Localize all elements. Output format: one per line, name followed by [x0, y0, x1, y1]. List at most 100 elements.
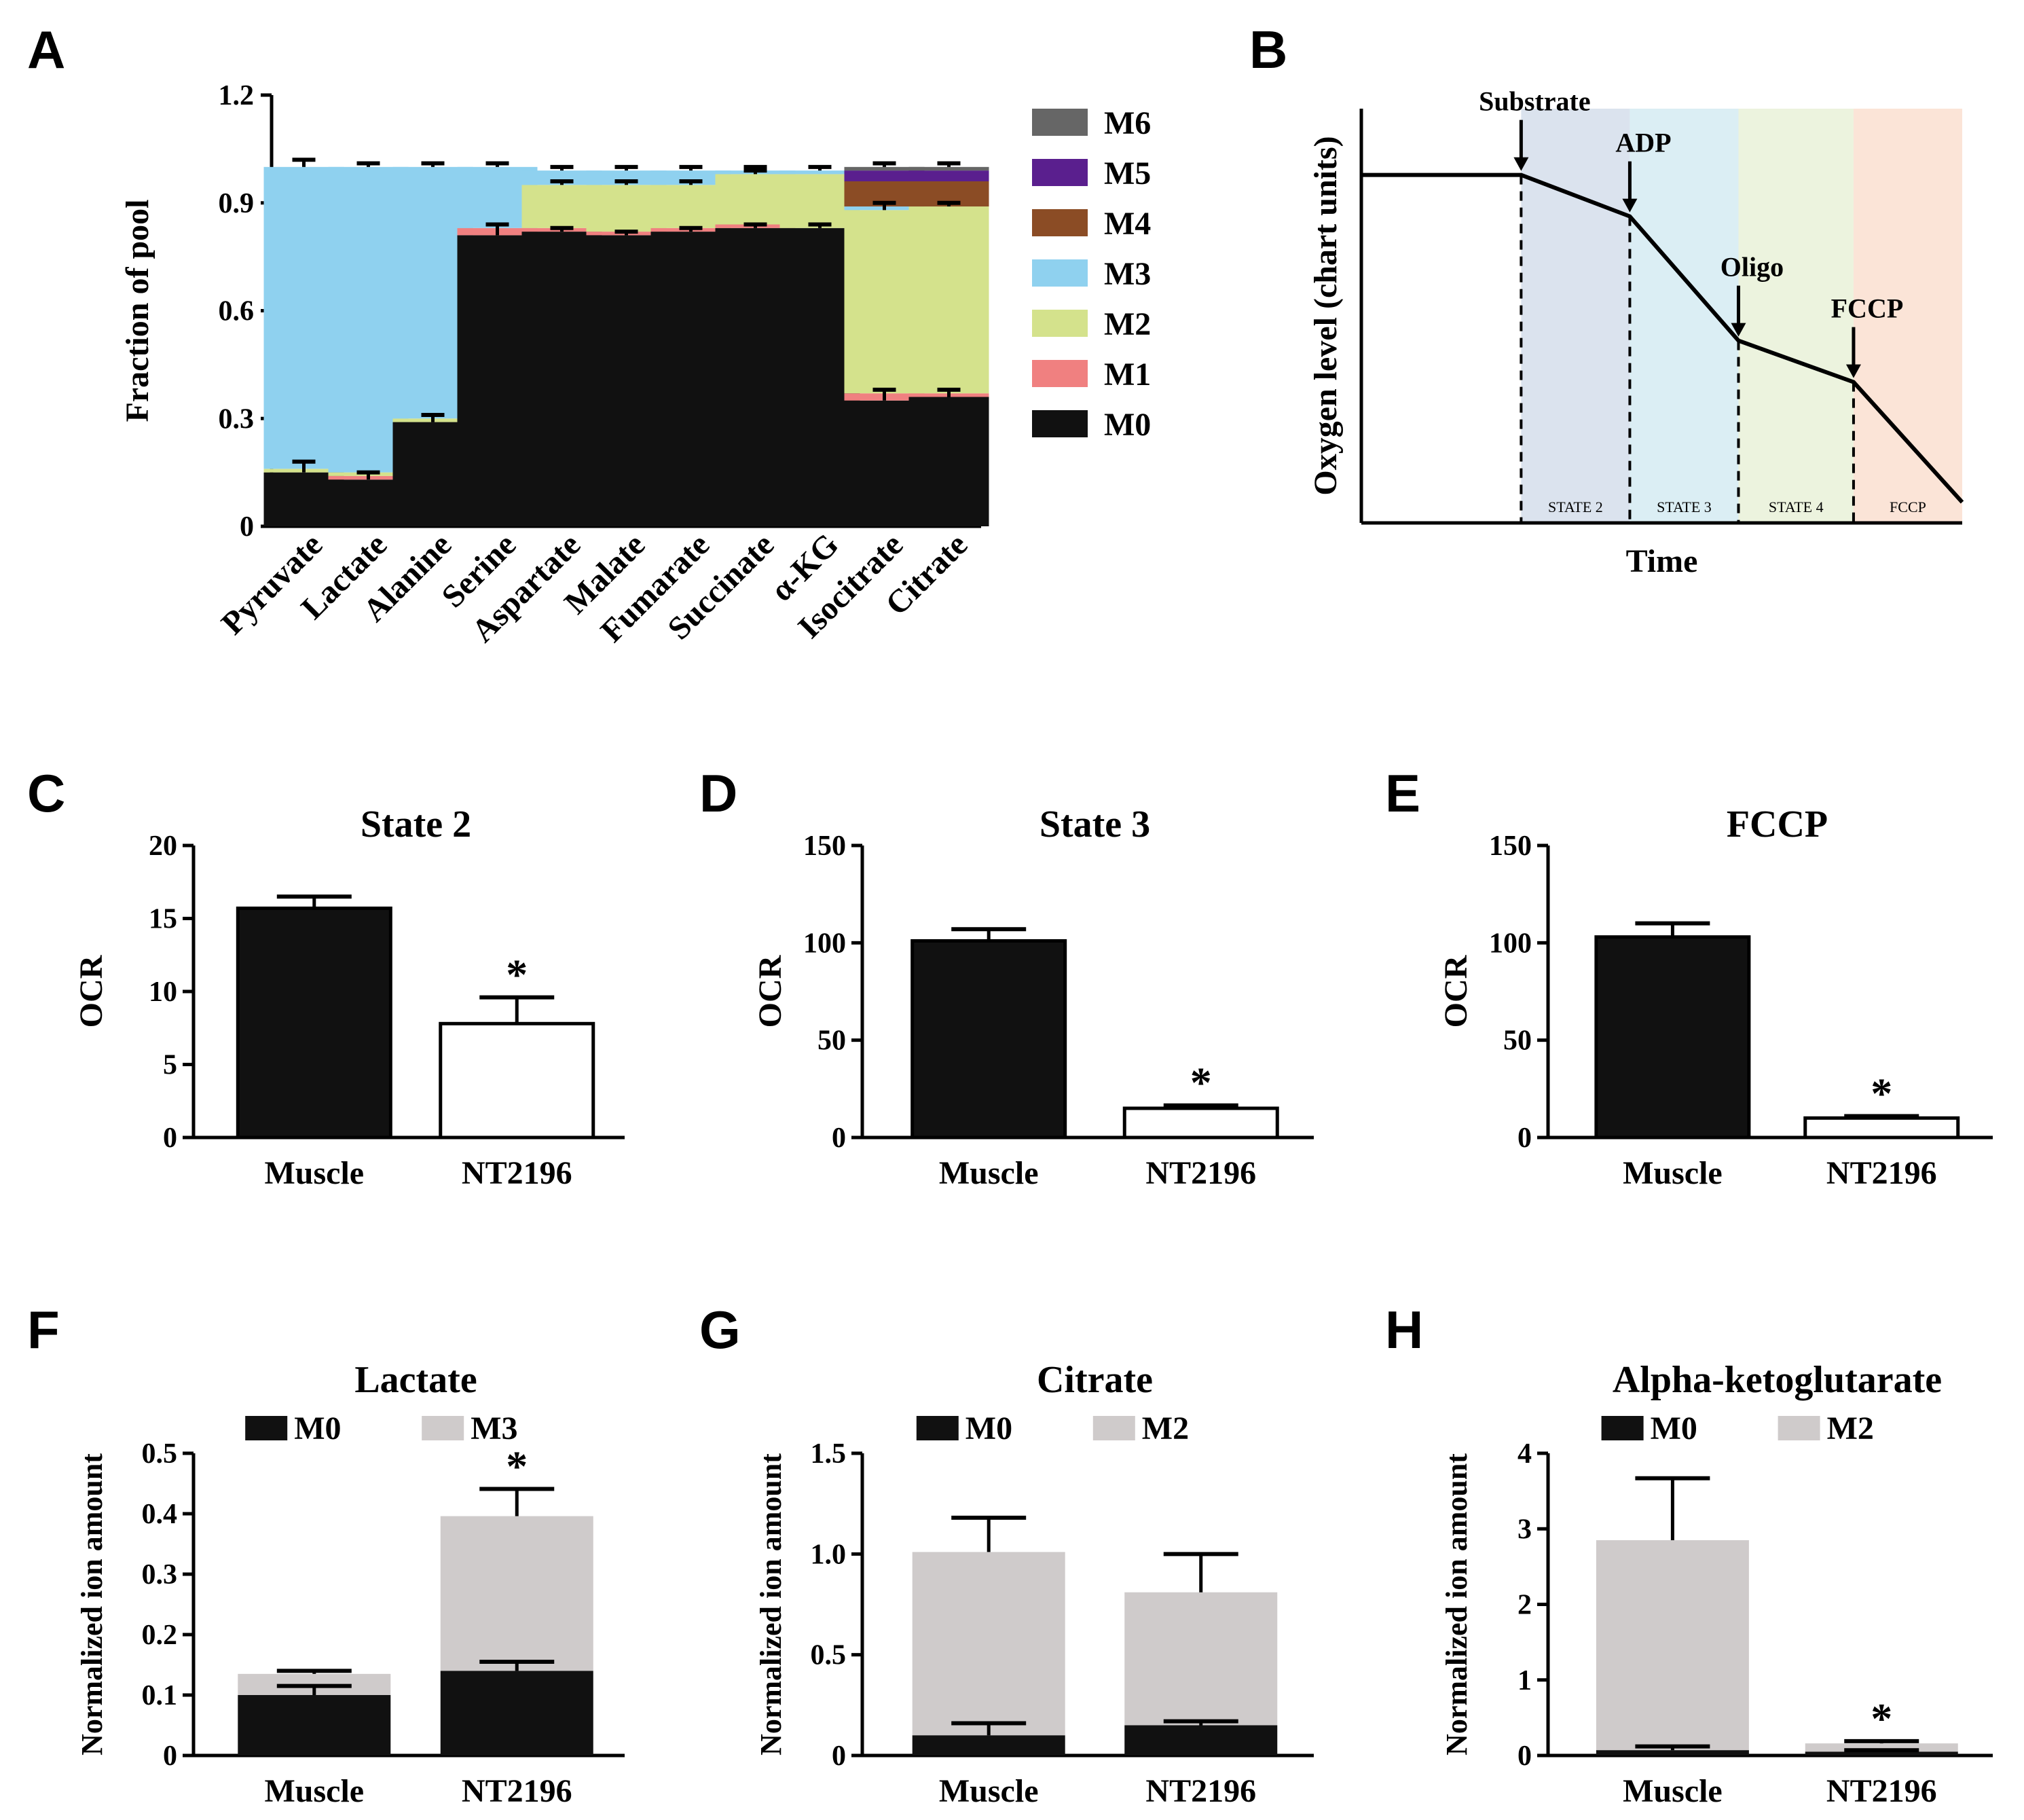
b-annotation-label: Substrate [1479, 86, 1590, 117]
g-category-label: Muscle [939, 1773, 1039, 1809]
e-significance-mark: * [1871, 1069, 1892, 1117]
h-significance-mark: * [1871, 1694, 1892, 1743]
panel-b: B [1249, 20, 1287, 79]
b-x-axis-title: Time [1626, 543, 1698, 579]
h-legend-label: M0 [1651, 1410, 1697, 1446]
chart-b: STATE 2 STATE 3 STATE 4 FCCP Substrate ADP Oli… [1308, 86, 1964, 579]
a-legend-swatch-m5 [1032, 159, 1088, 186]
a-bar-m6 [844, 166, 925, 171]
chart-c: State 2 0 5 10 15 20 OCR Muscle NT2196 * [73, 803, 625, 1191]
a-legend-label: M1 [1104, 357, 1151, 393]
c-bar [236, 906, 392, 1140]
g-y-tick-label: 0 [832, 1741, 846, 1772]
f-category-label: Muscle [264, 1773, 364, 1809]
h-legend-swatch [1778, 1416, 1820, 1440]
d-y-tick-label: 0 [832, 1123, 846, 1154]
b-region-label: FCCP [1890, 498, 1926, 515]
d-category-label: NT2196 [1145, 1155, 1256, 1191]
b-annotation-label: FCCP [1831, 293, 1904, 324]
f-significance-mark: * [506, 1442, 528, 1491]
h-y-tick-label: 3 [1517, 1514, 1532, 1545]
panel-h: H [1385, 1300, 1423, 1360]
h-y-tick-label: 4 [1517, 1438, 1532, 1470]
b-region-bg [1853, 109, 1962, 523]
f-legend-swatch [245, 1416, 288, 1440]
b-region-label: STATE 4 [1769, 498, 1824, 515]
c-category-label: Muscle [264, 1155, 364, 1191]
b-annotation-arrowhead [1513, 157, 1529, 171]
d-title: State 3 [1039, 803, 1150, 845]
b-oxygen-trace [1361, 172, 1964, 504]
b-region-bg [1521, 109, 1630, 523]
a-bar-m3 [586, 170, 667, 185]
d-bar [910, 939, 1067, 1140]
c-category-label: NT2196 [462, 1155, 572, 1191]
h-bar-m0 [1805, 1751, 1958, 1755]
a-legend-label: M6 [1104, 105, 1151, 141]
h-y-axis-title: Normalized ion amount [1440, 1453, 1473, 1755]
f-y-tick-label: 0 [163, 1741, 177, 1772]
c-y-tick-label: 0 [163, 1123, 177, 1154]
c-y-axis-title: OCR [73, 954, 109, 1027]
g-legend-label: M2 [1142, 1410, 1189, 1446]
e-y-tick-label: 100 [1489, 928, 1532, 959]
c-y-tick-label: 20 [149, 831, 177, 862]
b-region-label: STATE 2 [1548, 498, 1603, 515]
a-bar-m3 [779, 170, 860, 175]
h-y-tick-label: 1 [1517, 1665, 1532, 1696]
e-title: FCCP [1727, 803, 1828, 845]
a-y-axis-title: Fraction of pool [119, 200, 155, 422]
g-y-axis-title: Normalized ion amount [754, 1453, 788, 1755]
chart-d: State 3 0 50 100 150 OCR Muscle NT2196 * [752, 803, 1314, 1191]
b-annotation-arrowhead [1845, 364, 1861, 378]
f-legend-label: M3 [471, 1410, 517, 1446]
h-y-tick-label: 2 [1517, 1590, 1532, 1621]
chart-g: Citrate M0 M2 0 0.5 1.0 1.5 Normalized ion amou… [754, 1359, 1314, 1809]
a-bar-m5 [844, 170, 925, 181]
f-y-tick-label: 0.3 [142, 1559, 178, 1590]
g-y-tick-label: 0.5 [811, 1640, 847, 1671]
g-bar-m0 [1124, 1725, 1278, 1755]
f-y-axis-title: Normalized ion amount [75, 1453, 109, 1755]
c-title: State 2 [361, 803, 471, 845]
a-legend-swatch-m4 [1032, 209, 1088, 236]
c-y-tick-label: 5 [163, 1050, 177, 1081]
b-region-bg [1738, 109, 1854, 523]
panel-d: D [699, 763, 737, 823]
d-y-axis-title: OCR [752, 954, 788, 1027]
b-annotation-label: Oligo [1721, 252, 1784, 283]
a-bar-m3 [521, 170, 602, 185]
chart-f: Lactate M0 M3 0 0.1 0.2 0.3 0.4 0.5 Normalized io… [75, 1359, 625, 1809]
f-y-tick-label: 0.5 [142, 1438, 178, 1470]
a-y-tick-label: 0.6 [219, 296, 255, 327]
e-y-tick-label: 0 [1517, 1123, 1532, 1154]
f-category-label: NT2196 [462, 1773, 572, 1809]
e-bar [1803, 1116, 1960, 1140]
h-bar-m0 [1596, 1750, 1749, 1755]
h-bar-m2 [1596, 1540, 1749, 1751]
chart-h: Alpha-ketoglutarate M0 M2 0 1 2 3 4 Normalized i… [1440, 1359, 1993, 1809]
g-bar-m0 [912, 1735, 1065, 1755]
panel-e: E [1385, 763, 1420, 823]
g-legend-swatch [1092, 1416, 1135, 1440]
a-y-tick-label: 0.3 [219, 403, 255, 435]
d-y-tick-label: 50 [817, 1025, 846, 1057]
b-annotation-arrowhead [1731, 323, 1746, 337]
f-y-tick-label: 0.4 [142, 1499, 178, 1530]
panel-f: F [27, 1300, 60, 1360]
g-legend-swatch [916, 1416, 959, 1440]
panel-label-h: H [1385, 1300, 1423, 1360]
e-bar [1594, 935, 1751, 1140]
panel-label-g: G [699, 1300, 741, 1360]
panel-label-c: C [27, 763, 65, 823]
g-category-label: NT2196 [1145, 1773, 1256, 1809]
h-legend-swatch [1601, 1416, 1644, 1440]
panel-label-a: A [27, 20, 65, 79]
a-legend-label: M3 [1104, 256, 1151, 292]
panel-label-e: E [1385, 763, 1420, 823]
g-bar-m2 [1124, 1592, 1278, 1726]
g-y-tick-label: 1.5 [811, 1438, 847, 1470]
a-bar-m2 [908, 206, 989, 394]
